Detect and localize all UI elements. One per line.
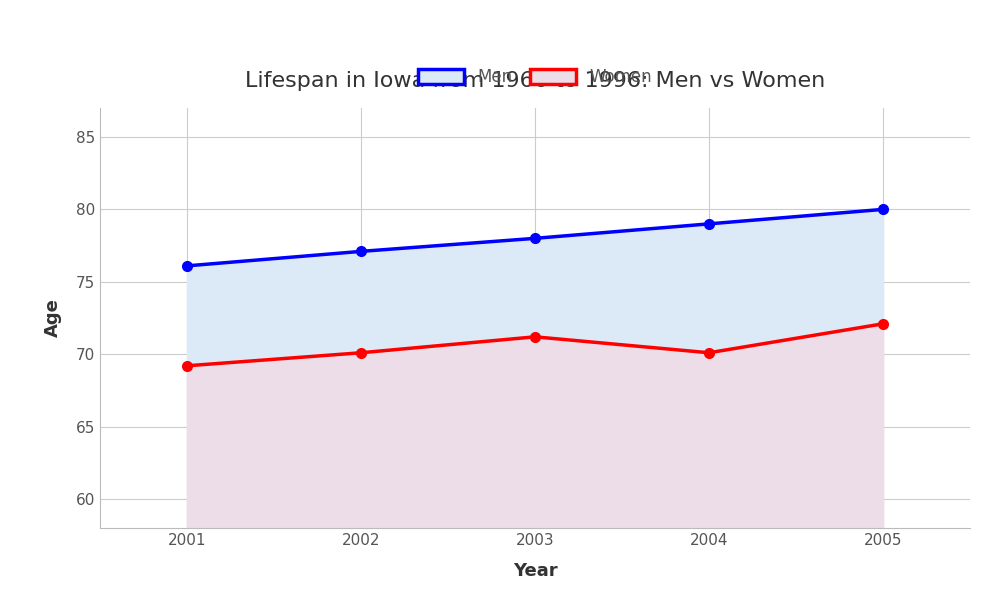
Legend: Men, Women: Men, Women [411,62,659,93]
X-axis label: Year: Year [513,562,557,580]
Title: Lifespan in Iowa from 1966 to 1996: Men vs Women: Lifespan in Iowa from 1966 to 1996: Men … [245,71,825,91]
Y-axis label: Age: Age [44,299,62,337]
